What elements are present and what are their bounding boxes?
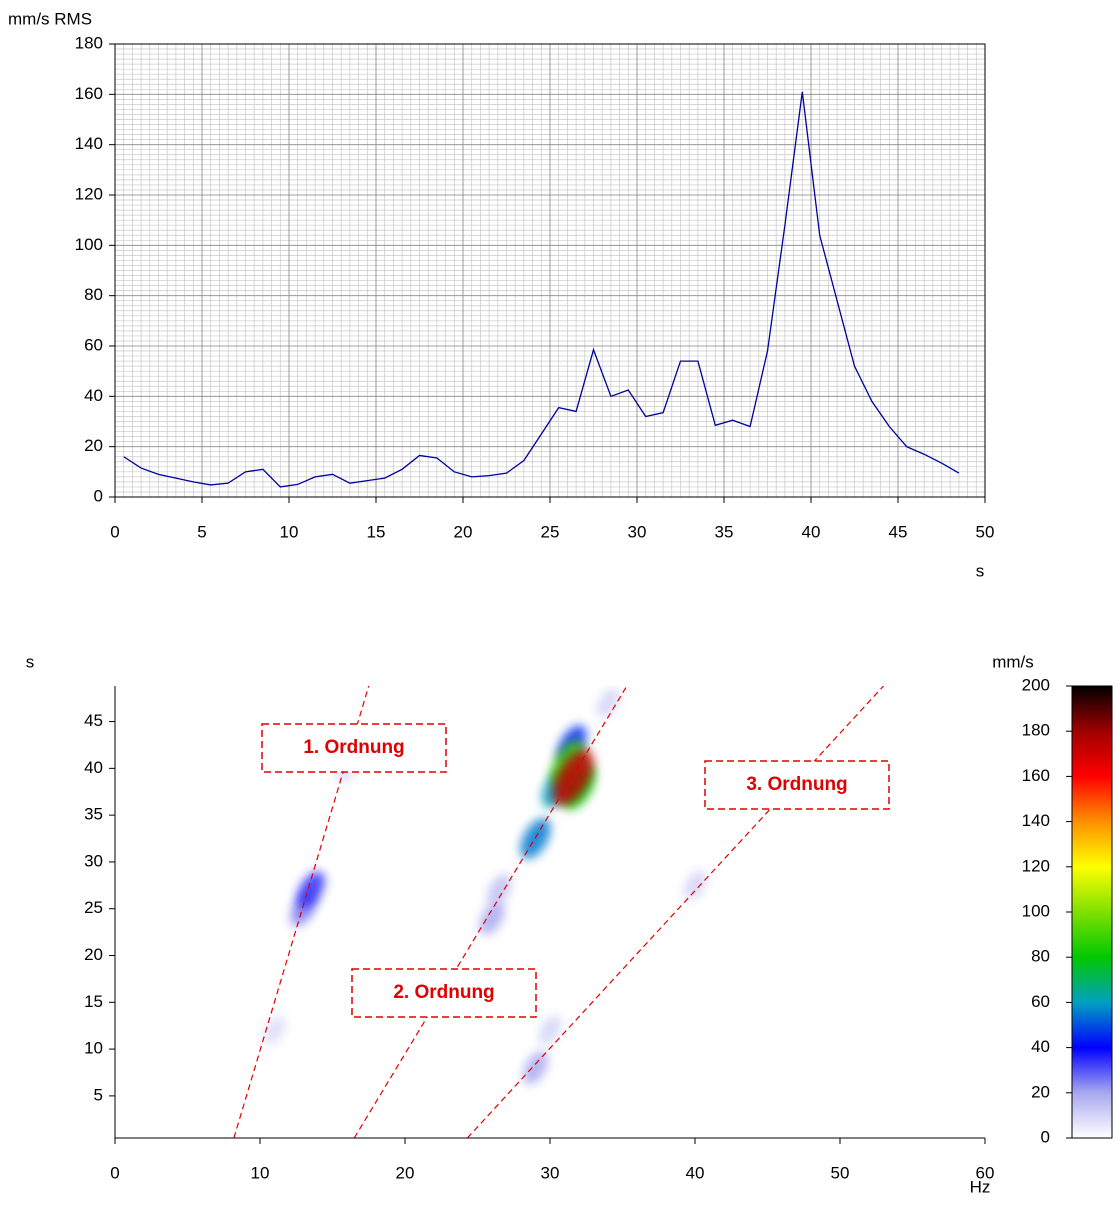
x-tick-label: 50 [831, 1163, 850, 1182]
colorbar-tick-label: 180 [1022, 721, 1050, 740]
heat-blob [592, 684, 624, 722]
y-tick-label: 100 [75, 235, 103, 254]
x-tick-label: 25 [541, 522, 560, 541]
y-tick-label: 180 [75, 33, 103, 52]
annotation: 1. Ordnung [303, 737, 404, 758]
heat-blob [259, 1012, 290, 1049]
colorbar-tick-label: 80 [1031, 947, 1050, 966]
colorbar-tick-label: 160 [1022, 766, 1050, 785]
colorbar-tick-label: 120 [1022, 856, 1050, 875]
y-tick-label: 120 [75, 184, 103, 203]
annotation: 3. Ordnung [746, 774, 847, 795]
y-tick-label: 10 [84, 1039, 103, 1058]
y-tick-label: 60 [84, 335, 103, 354]
y-tick-label: 160 [75, 84, 103, 103]
colorbar-tick-label: 0 [1041, 1127, 1050, 1146]
x-tick-label: 0 [110, 522, 119, 541]
x-tick-label: 0 [110, 1163, 119, 1182]
colorbar-tick-label: 20 [1031, 1082, 1050, 1101]
x-tick-label: 60 [976, 1163, 995, 1182]
heat-blob [679, 867, 711, 905]
x-tick-label: 30 [541, 1163, 560, 1182]
x-tick-label: 20 [454, 522, 473, 541]
x-tick-label: 5 [197, 522, 206, 541]
x-tick-label: 15 [367, 522, 386, 541]
y-tick-label: 45 [84, 711, 103, 730]
x-tick-label: 40 [686, 1163, 705, 1182]
x-tick-label: 30 [628, 522, 647, 541]
heat-blob [534, 1012, 566, 1050]
colorbar-tick-label: 100 [1022, 901, 1050, 920]
y-tick-label: 15 [84, 992, 103, 1011]
x-tick-label: 10 [251, 1163, 270, 1182]
y-tick-label: 40 [84, 386, 103, 405]
y-axis-label: s [26, 652, 35, 671]
colorbar-label: mm/s [992, 652, 1034, 671]
colorbar-tick-label: 60 [1031, 992, 1050, 1011]
x-tick-label: 35 [715, 522, 734, 541]
y-tick-label: 140 [75, 134, 103, 153]
colorbar-tick-label: 200 [1022, 675, 1050, 694]
annotation: 2. Ordnung [393, 982, 494, 1003]
x-axis-label: s [976, 561, 985, 580]
order-line [467, 686, 883, 1138]
y-axis-label: mm/s RMS [8, 9, 92, 28]
y-tick-label: 0 [94, 486, 103, 505]
x-tick-label: 40 [802, 522, 821, 541]
y-tick-label: 5 [94, 1085, 103, 1104]
y-tick-label: 20 [84, 945, 103, 964]
y-tick-label: 20 [84, 436, 103, 455]
x-tick-label: 45 [889, 522, 908, 541]
y-tick-label: 25 [84, 898, 103, 917]
y-tick-label: 80 [84, 285, 103, 304]
colorbar-tick-label: 40 [1031, 1037, 1050, 1056]
x-tick-label: 50 [976, 522, 995, 541]
colorbar-tick-label: 140 [1022, 811, 1050, 830]
y-tick-label: 40 [84, 758, 103, 777]
heat-blob [518, 1047, 553, 1089]
x-tick-label: 10 [280, 522, 299, 541]
y-tick-label: 30 [84, 851, 103, 870]
y-tick-label: 35 [84, 805, 103, 824]
colorbar [1072, 686, 1112, 1138]
x-tick-label: 20 [396, 1163, 415, 1182]
